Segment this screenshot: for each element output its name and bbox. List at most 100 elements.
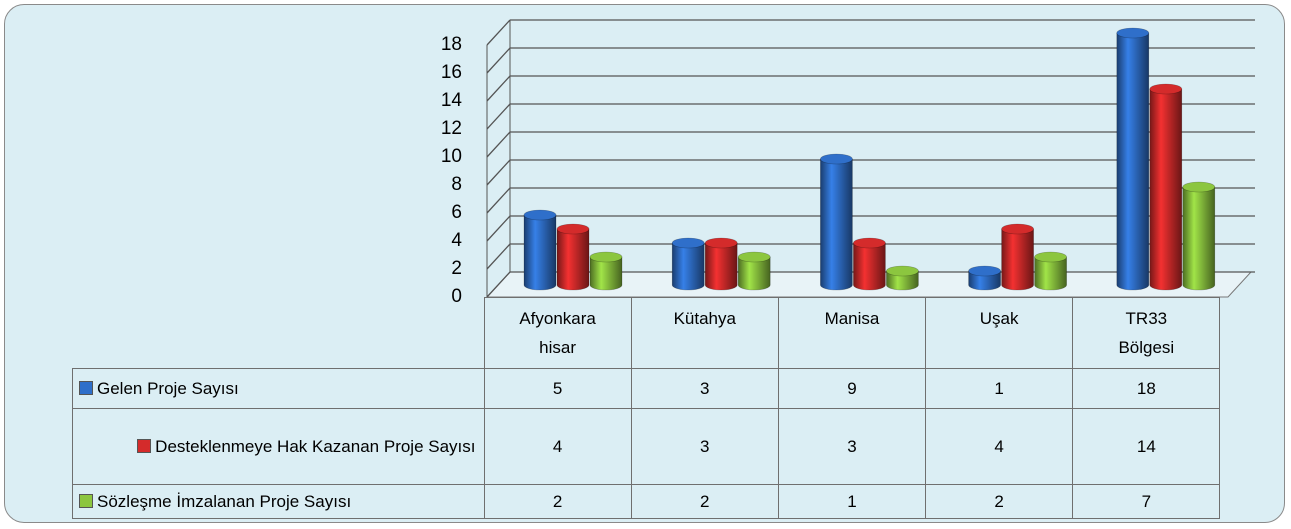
value-cell: 4 (483, 408, 632, 485)
legend-swatch (79, 493, 93, 508)
grid-line (486, 47, 511, 74)
value-cell: 2 (483, 484, 632, 519)
grid-line (486, 103, 511, 130)
value-cell: 9 (777, 368, 927, 409)
bar (886, 265, 919, 291)
bar-top (886, 265, 919, 277)
column-header: Manisa (777, 297, 927, 369)
category-label: Manisa (824, 309, 880, 328)
column-header: Afyonkarahisar (483, 297, 632, 369)
column-header: TR33 Bölgesi (1072, 297, 1221, 369)
bar-body (671, 242, 705, 291)
bar (1116, 27, 1150, 291)
y-tick-label: 10 (441, 146, 462, 167)
y-tick-label: 18 (441, 34, 462, 55)
bar (1182, 181, 1216, 291)
grid-line (486, 243, 511, 270)
value-cell: 3 (630, 408, 779, 485)
grid-line (486, 131, 511, 158)
bar-top (556, 223, 590, 235)
bar (556, 223, 590, 291)
category-label: Uşak (979, 309, 1019, 328)
bar (1149, 83, 1183, 291)
value-cell: 2 (630, 484, 779, 519)
y-tick-label: 16 (441, 62, 462, 83)
bar-body (556, 228, 590, 291)
grid-line (486, 159, 511, 186)
bar (737, 251, 771, 291)
bar-top (704, 237, 738, 249)
value-cell: 2 (925, 484, 1074, 519)
series-row: Gelen Proje Sayısı 5 3 9 1 18 (72, 368, 1221, 409)
value-cell: 4 (925, 408, 1074, 485)
y-tick-label: 4 (451, 230, 462, 251)
legend-label: Desteklenmeye Hak Kazanan Proje Sayısı (155, 436, 476, 456)
row-header: Desteklenmeye Hak Kazanan Proje Sayısı (72, 408, 485, 485)
bar (704, 237, 738, 291)
grid-line (486, 19, 511, 46)
bar (1034, 251, 1067, 291)
series-row: Desteklenmeye Hak Kazanan Proje Sayısı 4 3… (72, 408, 1221, 485)
y-tick-label: 2 (451, 258, 462, 279)
bar-top (1001, 223, 1034, 235)
bar-body (1034, 256, 1067, 291)
bar-body (704, 242, 738, 291)
bar (671, 237, 705, 291)
value-cell: 3 (630, 368, 779, 409)
grid-line (486, 75, 511, 102)
column-header: Kütahya (630, 297, 779, 369)
bar-top (1116, 27, 1150, 39)
y-tick-label: 0 (451, 286, 462, 307)
bar (523, 209, 557, 291)
row-header: Gelen Proje Sayısı (72, 368, 485, 409)
bar-top (820, 153, 853, 165)
bar-top (737, 251, 771, 263)
grid-line (486, 187, 511, 214)
legend-label: Gelen Proje Sayısı (97, 378, 239, 398)
value-cell: 1 (777, 484, 927, 519)
bar-body (1116, 32, 1150, 291)
bar-top (589, 251, 623, 263)
bar (820, 153, 853, 291)
bar-top (523, 209, 557, 221)
bar-top (1182, 181, 1216, 193)
bar-body (968, 270, 1001, 291)
bar-body (737, 256, 771, 291)
bar-body (886, 270, 919, 291)
series-row: Sözleşme İmzalanan Proje Sayısı 2 2 1 2 7 (72, 484, 1221, 519)
y-tick-label: 14 (441, 90, 463, 111)
row-header: Sözleşme İmzalanan Proje Sayısı (72, 484, 485, 519)
column-header: Uşak (925, 297, 1074, 369)
value-cell: 14 (1072, 408, 1221, 485)
bar-body (853, 242, 886, 291)
grid-line (486, 215, 511, 242)
bar (853, 237, 886, 291)
bar (968, 265, 1001, 291)
value-cell: 18 (1072, 368, 1221, 409)
legend-swatch (137, 438, 152, 453)
category-label: Kütahya (673, 309, 736, 328)
category-label: Afyonkarahisar (519, 309, 596, 357)
data-table: Afyonkarahisar Kütahya Manisa Uşak TR33 Bölg… (72, 297, 1221, 519)
bar-top (968, 265, 1001, 277)
value-cell: 3 (777, 408, 927, 485)
bar-body (523, 214, 557, 291)
category-label: TR33 Bölgesi (1118, 309, 1175, 357)
bar-top (853, 237, 886, 249)
y-tick-label: 6 (451, 202, 462, 223)
legend-label: Sözleşme İmzalanan Proje Sayısı (97, 491, 352, 511)
bar-body (820, 158, 853, 291)
bar-top (671, 237, 705, 249)
value-cell: 5 (483, 368, 632, 409)
header-row: Afyonkarahisar Kütahya Manisa Uşak TR33 Bölg… (73, 297, 1221, 369)
y-tick-label: 12 (441, 118, 462, 139)
bar-top (1034, 251, 1067, 263)
bar-body (1149, 88, 1183, 291)
bar-body (1001, 228, 1034, 291)
y-tick-label: 8 (451, 174, 462, 195)
corner (73, 298, 485, 369)
bar-top (1149, 83, 1183, 95)
value-cell: 1 (925, 368, 1074, 409)
